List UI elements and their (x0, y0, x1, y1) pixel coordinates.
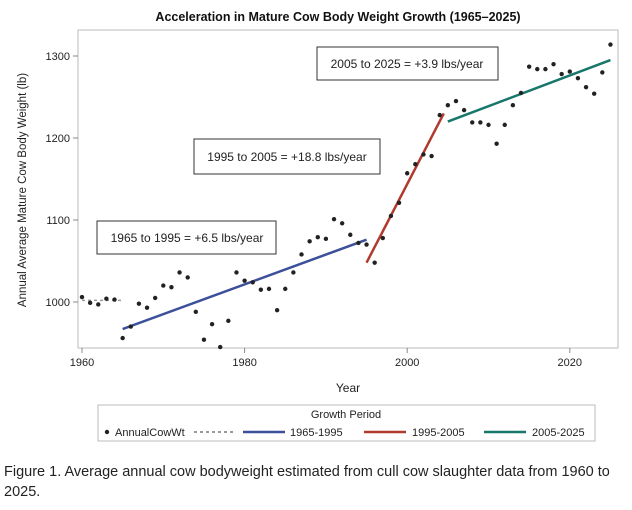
data-point (470, 120, 475, 125)
data-point (266, 286, 272, 292)
y-axis-label: Annual Average Mature Cow Body Weight (l… (17, 73, 29, 307)
data-point (291, 270, 296, 275)
y-tick-label: 1000 (46, 297, 70, 309)
y-tick-label: 1200 (46, 133, 70, 145)
data-point (299, 252, 304, 257)
data-point (575, 75, 581, 81)
legend-marker-dots (104, 429, 110, 435)
data-point (185, 275, 190, 280)
data-point (396, 200, 402, 205)
data-point (112, 297, 117, 302)
chart-title: Acceleration in Mature Cow Body Weight G… (155, 10, 520, 24)
chart: Acceleration in Mature Cow Body Weight G… (17, 10, 619, 442)
data-point (372, 260, 377, 265)
y-tick-label: 1300 (46, 51, 70, 63)
svg-text:1995 to 2005 = +18.8 lbs/year: 1995 to 2005 = +18.8 lbs/year (207, 150, 366, 164)
data-point (209, 321, 215, 327)
data-point (445, 103, 451, 108)
data-point (591, 91, 597, 96)
data-point (104, 296, 109, 301)
legend-label-1965-1995: 1965-1995 (290, 427, 343, 439)
data-point (161, 283, 166, 288)
data-point (120, 335, 125, 341)
svg-text:2005 to 2025 = +3.9 lbs/year: 2005 to 2025 = +3.9 lbs/year (331, 57, 484, 71)
data-point (218, 344, 223, 350)
data-point (136, 301, 142, 306)
data-point (152, 295, 158, 301)
data-point (323, 236, 329, 242)
data-point (388, 213, 394, 219)
data-point (543, 66, 548, 72)
data-point (559, 71, 564, 77)
data-point (461, 107, 467, 113)
data-point (486, 122, 491, 128)
data-point (356, 240, 361, 246)
data-point (478, 120, 483, 125)
x-tick-label: 2020 (558, 357, 582, 369)
legend: Growth Period AnnualCowWt 1965-1995 1995… (97, 404, 596, 442)
x-tick-label: 1980 (232, 357, 256, 369)
data-point (315, 235, 320, 240)
data-point (437, 112, 442, 118)
trend-line-2005-2025 (447, 58, 611, 123)
data-point (608, 42, 613, 47)
data-point (283, 286, 288, 292)
svg-text:1965 to 1995 = +6.5 lbs/year: 1965 to 1995 = +6.5 lbs/year (111, 231, 264, 245)
data-point (551, 61, 556, 67)
data-point (201, 337, 207, 342)
legend-title: Growth Period (311, 409, 381, 421)
data-point (274, 308, 280, 313)
data-point (169, 285, 174, 290)
data-point (413, 162, 418, 167)
data-point (421, 152, 426, 157)
data-point (307, 239, 312, 244)
data-point (494, 141, 499, 146)
data-point (242, 278, 247, 283)
data-point (453, 98, 459, 104)
data-point (380, 235, 386, 241)
legend-label-1995-2005: 1995-2005 (412, 427, 465, 439)
data-point (600, 70, 605, 75)
data-point (226, 318, 231, 324)
plot-frame (77, 29, 619, 349)
x-tick-label: 2000 (395, 357, 419, 369)
data-point (250, 280, 255, 285)
legend-label-2005-2025: 2005-2025 (532, 427, 585, 439)
trend-line-1965-1995 (122, 238, 367, 331)
data-point (177, 270, 182, 275)
data-point (258, 287, 264, 292)
data-point (583, 84, 589, 90)
data-point (510, 103, 516, 108)
trend-line-1995-2005 (365, 112, 445, 264)
data-point (79, 294, 85, 300)
data-point (96, 302, 101, 307)
annotation-1965-1995: 1965 to 1995 = +6.5 lbs/year (96, 220, 277, 255)
data-point (339, 221, 345, 226)
data-point (348, 232, 353, 237)
annotation-1995-2005: 1995 to 2005 = +18.8 lbs/year (193, 138, 381, 175)
figure-caption: Figure 1. Average annual cow bodyweight … (4, 464, 610, 500)
data-point (518, 90, 524, 96)
data-point (193, 309, 199, 315)
data-point (364, 242, 369, 247)
data-point (567, 69, 572, 74)
legend-label-dots: AnnualCowWt (115, 427, 185, 439)
annotation-2005-2025: 2005 to 2025 = +3.9 lbs/year (316, 46, 499, 81)
data-point (144, 305, 150, 310)
data-point (502, 122, 507, 128)
data-point (526, 64, 532, 69)
y-tick-label: 1100 (46, 215, 70, 227)
data-point (429, 153, 434, 159)
data-point (535, 66, 540, 72)
data-point (405, 171, 410, 176)
x-axis-label: Year (336, 381, 360, 395)
data-point (87, 300, 93, 306)
data-point (331, 216, 337, 222)
data-point (234, 270, 239, 275)
data-point (128, 324, 133, 329)
x-tick-label: 1960 (70, 357, 94, 369)
